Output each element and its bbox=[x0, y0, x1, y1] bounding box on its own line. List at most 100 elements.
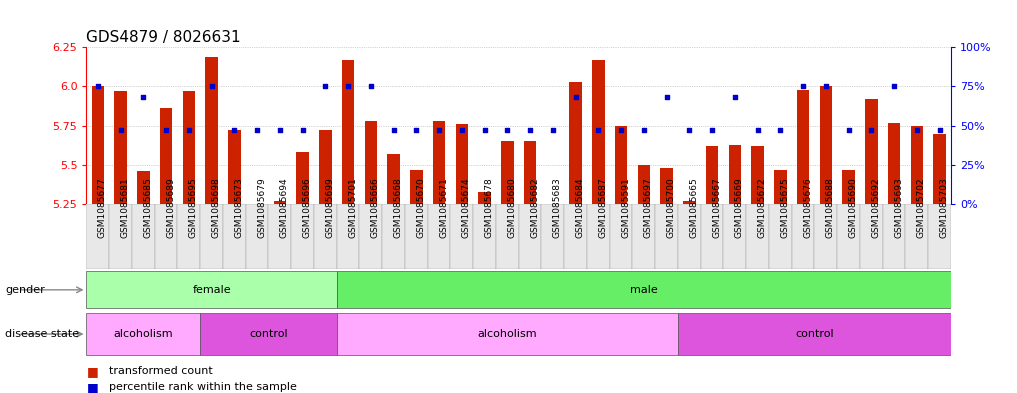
Point bbox=[295, 127, 311, 134]
Text: female: female bbox=[192, 285, 231, 295]
Point bbox=[340, 83, 356, 90]
Text: ■: ■ bbox=[86, 380, 99, 393]
Point bbox=[89, 83, 106, 90]
Point bbox=[567, 94, 584, 101]
Text: GSM1085676: GSM1085676 bbox=[803, 177, 812, 238]
Bar bbox=[155, 204, 177, 269]
Bar bbox=[451, 204, 473, 269]
Text: GSM1085680: GSM1085680 bbox=[507, 177, 517, 238]
Bar bbox=[342, 60, 354, 204]
Bar bbox=[456, 124, 468, 204]
Bar bbox=[660, 168, 673, 204]
Bar bbox=[223, 204, 246, 269]
Text: GSM1085695: GSM1085695 bbox=[189, 177, 198, 238]
Bar bbox=[200, 313, 337, 355]
Text: percentile rank within the sample: percentile rank within the sample bbox=[109, 382, 297, 392]
Text: GSM1085678: GSM1085678 bbox=[484, 177, 493, 238]
Bar bbox=[433, 121, 445, 204]
Bar bbox=[728, 145, 741, 204]
Bar bbox=[132, 204, 155, 269]
Text: alcoholism: alcoholism bbox=[114, 329, 173, 339]
Point bbox=[818, 83, 834, 90]
Text: GSM1085697: GSM1085697 bbox=[644, 177, 653, 238]
Bar bbox=[678, 204, 701, 269]
Bar bbox=[410, 170, 422, 204]
Text: transformed count: transformed count bbox=[109, 366, 213, 376]
Bar bbox=[364, 121, 377, 204]
Bar bbox=[428, 204, 451, 269]
Text: GSM1085681: GSM1085681 bbox=[121, 177, 129, 238]
Point bbox=[726, 94, 742, 101]
Point bbox=[158, 127, 174, 134]
Text: GSM1085667: GSM1085667 bbox=[712, 177, 721, 238]
Bar bbox=[746, 204, 769, 269]
Point bbox=[932, 127, 948, 134]
Point bbox=[226, 127, 242, 134]
Text: GSM1085696: GSM1085696 bbox=[303, 177, 311, 238]
Text: GSM1085675: GSM1085675 bbox=[780, 177, 789, 238]
Text: GSM1085699: GSM1085699 bbox=[325, 177, 335, 238]
Text: GSM1085671: GSM1085671 bbox=[439, 177, 448, 238]
Bar bbox=[524, 141, 536, 204]
Bar bbox=[519, 204, 541, 269]
Bar bbox=[905, 204, 929, 269]
Point bbox=[840, 127, 856, 134]
Bar bbox=[246, 204, 268, 269]
Bar bbox=[910, 126, 923, 204]
Bar bbox=[683, 201, 696, 204]
Point bbox=[636, 127, 652, 134]
Bar bbox=[183, 91, 195, 204]
Bar bbox=[587, 204, 609, 269]
Bar bbox=[796, 90, 810, 204]
Point bbox=[431, 127, 447, 134]
Bar bbox=[314, 204, 337, 269]
Text: GSM1085702: GSM1085702 bbox=[916, 177, 925, 238]
Bar bbox=[638, 165, 650, 204]
Point bbox=[681, 127, 698, 134]
Point bbox=[886, 83, 902, 90]
Point bbox=[454, 127, 470, 134]
Text: GSM1085688: GSM1085688 bbox=[826, 177, 835, 238]
Bar bbox=[86, 204, 109, 269]
Bar bbox=[387, 154, 400, 204]
Text: GSM1085682: GSM1085682 bbox=[530, 177, 539, 238]
Bar bbox=[842, 170, 854, 204]
Bar bbox=[337, 313, 678, 355]
Point bbox=[135, 94, 152, 101]
Bar bbox=[382, 204, 405, 269]
Bar bbox=[200, 204, 223, 269]
Text: GSM1085685: GSM1085685 bbox=[143, 177, 153, 238]
Text: GSM1085684: GSM1085684 bbox=[576, 177, 585, 238]
Text: GSM1085669: GSM1085669 bbox=[734, 177, 743, 238]
Text: GSM1085687: GSM1085687 bbox=[598, 177, 607, 238]
Point bbox=[522, 127, 538, 134]
Bar bbox=[723, 204, 746, 269]
Bar bbox=[92, 86, 104, 204]
Bar bbox=[478, 192, 491, 204]
Bar bbox=[774, 170, 786, 204]
Point bbox=[772, 127, 788, 134]
Point bbox=[385, 127, 402, 134]
Text: GSM1085703: GSM1085703 bbox=[940, 177, 949, 238]
Bar bbox=[791, 204, 815, 269]
Bar bbox=[501, 141, 514, 204]
Text: GSM1085672: GSM1085672 bbox=[758, 177, 767, 238]
Text: GSM1085666: GSM1085666 bbox=[371, 177, 379, 238]
Bar bbox=[633, 204, 655, 269]
Bar bbox=[592, 60, 604, 204]
Text: control: control bbox=[795, 329, 834, 339]
Bar bbox=[655, 204, 678, 269]
Text: gender: gender bbox=[5, 285, 45, 295]
Text: male: male bbox=[630, 285, 658, 295]
Bar bbox=[701, 204, 723, 269]
Point bbox=[658, 94, 674, 101]
Bar bbox=[359, 204, 382, 269]
Text: GSM1085670: GSM1085670 bbox=[416, 177, 425, 238]
Bar bbox=[541, 204, 564, 269]
Bar bbox=[752, 146, 764, 204]
Text: ■: ■ bbox=[86, 365, 99, 378]
Text: GDS4879 / 8026631: GDS4879 / 8026631 bbox=[86, 29, 241, 44]
Bar bbox=[934, 134, 946, 204]
Text: GSM1085701: GSM1085701 bbox=[348, 177, 357, 238]
Point bbox=[363, 83, 379, 90]
